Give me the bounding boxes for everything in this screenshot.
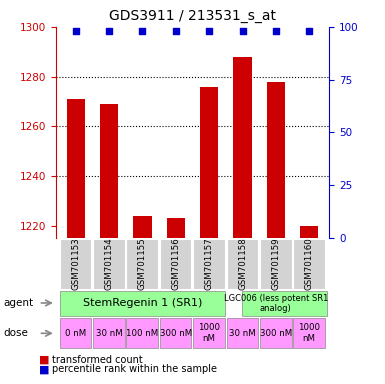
Point — [173, 28, 179, 34]
Text: GSM701155: GSM701155 — [138, 238, 147, 290]
Bar — [260, 238, 291, 290]
Bar — [127, 318, 158, 348]
Point — [139, 28, 146, 34]
Point — [273, 28, 279, 34]
Bar — [293, 238, 325, 290]
Bar — [133, 216, 152, 238]
Bar — [233, 57, 252, 238]
Text: GSM701154: GSM701154 — [105, 238, 114, 290]
Point — [239, 28, 246, 34]
Bar — [300, 226, 318, 238]
Text: StemRegenin 1 (SR1): StemRegenin 1 (SR1) — [83, 298, 202, 308]
Text: GSM701160: GSM701160 — [305, 238, 314, 290]
Point — [106, 28, 112, 34]
Text: GSM701153: GSM701153 — [71, 238, 80, 290]
Text: 30 nM: 30 nM — [96, 329, 122, 338]
Bar — [200, 86, 218, 238]
Bar — [100, 104, 118, 238]
Point — [73, 28, 79, 34]
Bar — [226, 318, 258, 348]
Bar — [93, 318, 125, 348]
Bar — [160, 238, 191, 290]
Bar — [293, 318, 325, 348]
Text: 30 nM: 30 nM — [229, 329, 256, 338]
Bar — [60, 291, 224, 316]
Text: LGC006 (less potent SR1
analog): LGC006 (less potent SR1 analog) — [224, 294, 328, 313]
Text: GSM701159: GSM701159 — [271, 238, 280, 290]
Bar — [93, 238, 125, 290]
Text: GSM701156: GSM701156 — [171, 238, 180, 290]
Bar — [226, 238, 258, 290]
Bar — [193, 238, 225, 290]
Bar — [267, 81, 285, 238]
Text: 300 nM: 300 nM — [160, 329, 192, 338]
Point — [206, 28, 212, 34]
Bar — [127, 238, 158, 290]
Text: transformed count: transformed count — [52, 355, 143, 365]
Bar — [67, 99, 85, 238]
Bar — [242, 291, 327, 316]
Text: ■: ■ — [38, 355, 49, 365]
Bar — [193, 318, 225, 348]
Point — [306, 28, 312, 34]
Text: 300 nM: 300 nM — [260, 329, 292, 338]
Text: percentile rank within the sample: percentile rank within the sample — [52, 364, 217, 374]
Bar — [160, 318, 191, 348]
Text: ■: ■ — [38, 364, 49, 374]
Bar — [60, 238, 92, 290]
Text: GSM701158: GSM701158 — [238, 238, 247, 290]
Text: 1000
nM: 1000 nM — [198, 323, 220, 343]
Text: 1000
nM: 1000 nM — [298, 323, 320, 343]
Text: agent: agent — [4, 298, 34, 308]
Bar — [167, 218, 185, 238]
Title: GDS3911 / 213531_s_at: GDS3911 / 213531_s_at — [109, 9, 276, 23]
Bar — [260, 318, 291, 348]
Text: 0 nM: 0 nM — [65, 329, 87, 338]
Bar — [60, 318, 92, 348]
Text: dose: dose — [4, 328, 29, 338]
Text: 100 nM: 100 nM — [126, 329, 159, 338]
Text: GSM701157: GSM701157 — [205, 238, 214, 290]
